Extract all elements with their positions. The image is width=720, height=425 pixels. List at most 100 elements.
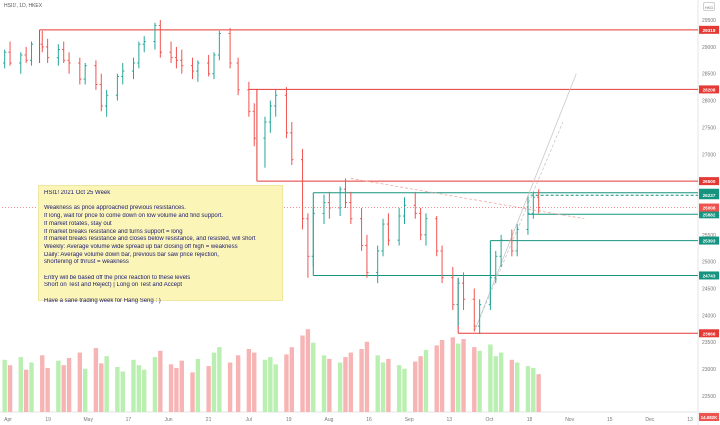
price-tick-label: 25000 [702,260,716,266]
volume-bar [179,360,184,412]
note-line: Weakness as price approached previous re… [44,205,186,212]
volume-bar [40,355,45,412]
volume-bar [174,367,179,412]
price-tick-label: 24500 [702,287,716,293]
time-tick-label: 19 [45,417,51,423]
note-line: shortening of thrust = weakness [44,259,129,266]
current-price-tag-label: 26008 [703,206,716,211]
time-tick-label: Nov [565,417,574,423]
volume-bar [246,349,252,412]
note-line: HSI1! 2021 Oct 25 Week [44,190,111,196]
volume-bar [359,349,364,412]
volume-bar [364,341,370,412]
note-line: If long, wait for price to come down on … [44,213,224,220]
volume-bar [56,360,61,412]
volume-bar [461,339,466,412]
volume-bar [321,355,327,412]
volume-bar [235,355,241,412]
time-tick-label: Dec [645,417,654,423]
time-tick-label: Sep [405,417,414,423]
volume-bar [434,345,439,412]
level-price-tag-label: 24743 [703,273,716,278]
volume-bar [531,367,536,412]
time-tick-label: 13 [447,417,453,423]
volume-bar [158,350,163,412]
level-price-tag-label: 29318 [703,28,716,33]
level-price-tag [699,25,719,34]
level-price-tag-label: 25393 [703,239,716,244]
price-tick-label: 29000 [702,45,716,51]
volume-bar [168,364,174,412]
volume-bar [273,364,278,412]
level-price-tag-label: 26500 [703,179,716,184]
volume-bar [380,362,386,412]
price-tick-label: 23500 [702,340,716,346]
level-price-tag [699,177,719,186]
volume-bar [195,358,201,412]
note-line: Daily: Average volume down bar, previous… [44,251,219,258]
volume-bar [211,352,217,412]
current-price-tag [699,203,719,212]
level-price-tag [699,271,719,280]
price-tick-label: 24000 [702,313,716,319]
volume-bar [472,347,477,412]
volume-bar [82,368,88,412]
volume-bar [498,352,504,412]
volume-bar [289,347,295,412]
time-tick-label: 18 [527,417,533,423]
level-price-tag [699,329,719,338]
volume-bar [450,337,456,412]
time-tick-label: Apr [4,417,12,423]
volume-bar [311,342,316,412]
volume-bar [115,367,120,412]
time-tick-label: 13 [687,417,693,423]
volume-bar [206,366,211,412]
analysis-note: HSI1! 2021 Oct 25 Week Weakness as price… [38,185,283,304]
volume-bar [190,372,195,412]
level-price-tag [699,236,719,245]
volume-bar [61,365,66,412]
volume-bar [439,340,445,412]
volume-bar [136,365,142,412]
volume-bar [305,329,311,412]
volume-bar [77,352,83,412]
volume-bar [227,362,233,412]
volume-bar [93,348,99,412]
price-tick-label: 28000 [702,99,716,105]
volume-bar [66,358,72,412]
note-line: If market breaks resistance and turns su… [44,228,183,235]
volume-bar [536,374,541,412]
time-tick-label: 17 [126,417,132,423]
volume-bar [284,354,289,412]
time-tick-label: Jun [164,417,172,423]
time-tick-label: Oct [486,417,494,423]
volume-bar [413,361,418,412]
volume-bar [7,365,13,412]
note-line: Weekly: Average volume wide spread up ba… [44,243,238,250]
level-price-tag [699,85,719,94]
volume-bar [18,357,23,412]
volume-bar [252,352,257,412]
volume-tag [699,413,719,421]
note-line: If market breaks resistance and closes b… [44,236,256,243]
volume-bar [493,356,498,412]
volume-bar [131,359,136,412]
note-line [44,267,277,275]
volume-bar [152,357,158,412]
volume-bar [348,352,354,412]
volume-bar [300,335,305,412]
volume-bar [327,358,332,412]
volume-bar [343,357,348,412]
price-tick-label: 28500 [702,72,716,78]
volume-bar [515,362,520,412]
volume-bar [477,350,482,412]
volume-bar [509,359,515,412]
volume-bar [455,343,461,412]
time-tick-label: 19 [286,417,292,423]
currency-box[interactable]: HKD [703,2,715,11]
time-tick-label: Jul [246,417,252,423]
note-line [44,290,277,298]
volume-bar [29,362,34,412]
trend-line [473,121,564,332]
